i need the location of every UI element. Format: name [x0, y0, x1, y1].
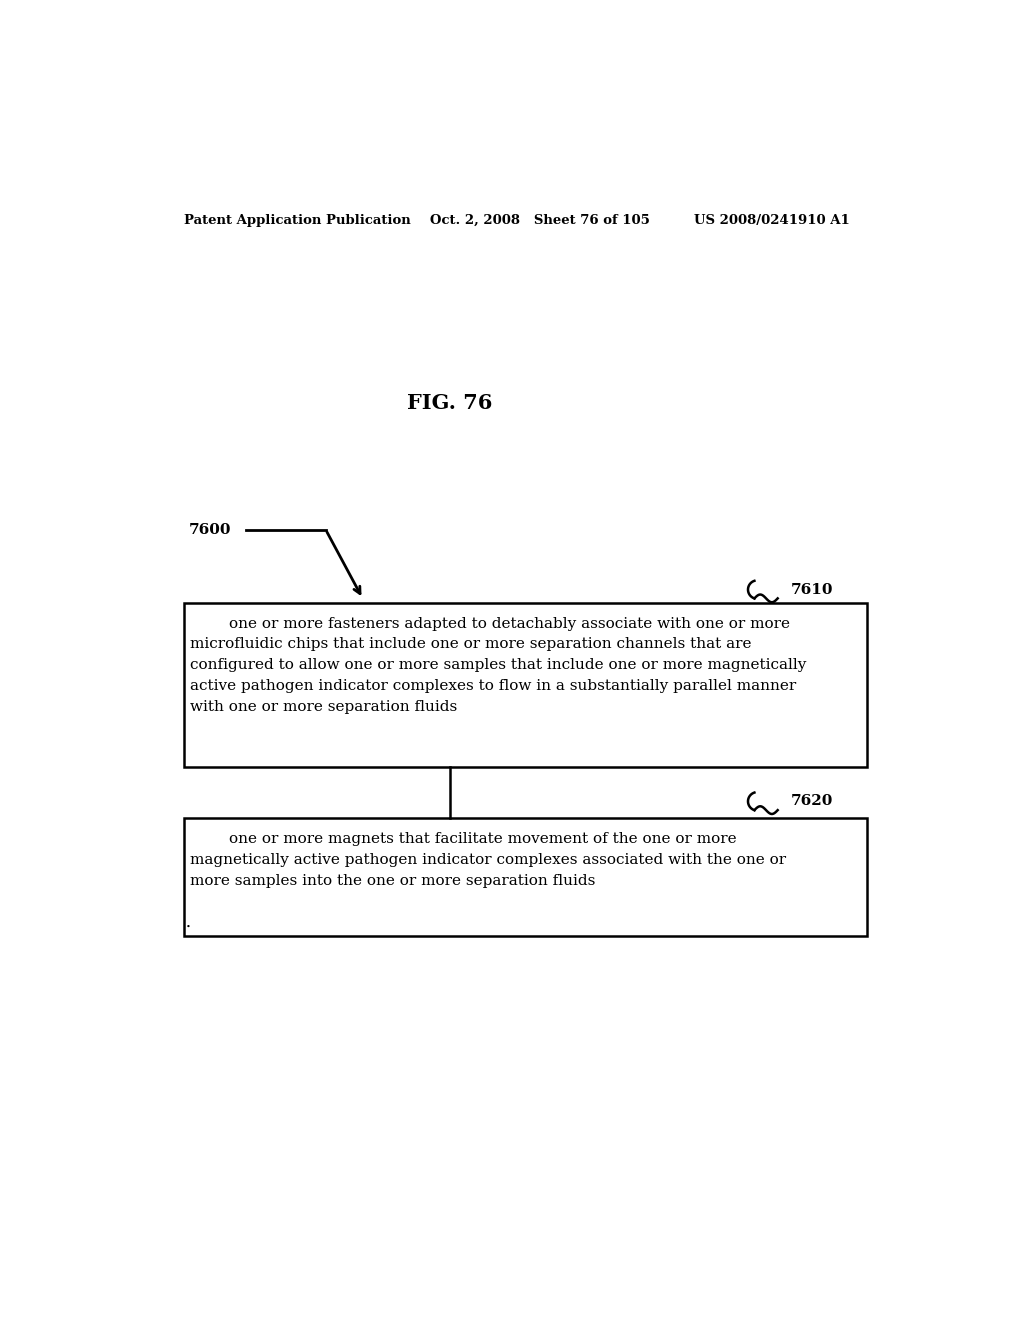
Text: 7600: 7600: [188, 523, 231, 536]
Text: one or more fasteners adapted to detachably associate with one or more: one or more fasteners adapted to detacha…: [190, 616, 790, 631]
Text: 7610: 7610: [791, 582, 834, 597]
Bar: [183, 603, 866, 767]
Text: active pathogen indicator complexes to flow in a substantially parallel manner: active pathogen indicator complexes to f…: [190, 678, 797, 693]
Text: •: •: [186, 923, 191, 931]
Text: 7620: 7620: [791, 795, 833, 808]
Text: FIG. 76: FIG. 76: [407, 393, 493, 413]
Text: more samples into the one or more separation fluids: more samples into the one or more separa…: [190, 874, 595, 888]
Text: Patent Application Publication: Patent Application Publication: [183, 214, 411, 227]
Text: with one or more separation fluids: with one or more separation fluids: [190, 700, 458, 714]
Text: Oct. 2, 2008   Sheet 76 of 105: Oct. 2, 2008 Sheet 76 of 105: [430, 214, 650, 227]
Text: microfluidic chips that include one or more separation channels that are: microfluidic chips that include one or m…: [190, 638, 752, 651]
Text: one or more magnets that facilitate movement of the one or more: one or more magnets that facilitate move…: [190, 832, 736, 846]
Text: configured to allow one or more samples that include one or more magnetically: configured to allow one or more samples …: [190, 659, 806, 672]
Text: US 2008/0241910 A1: US 2008/0241910 A1: [693, 214, 850, 227]
Bar: [183, 818, 866, 936]
Text: magnetically active pathogen indicator complexes associated with the one or: magnetically active pathogen indicator c…: [190, 853, 786, 867]
